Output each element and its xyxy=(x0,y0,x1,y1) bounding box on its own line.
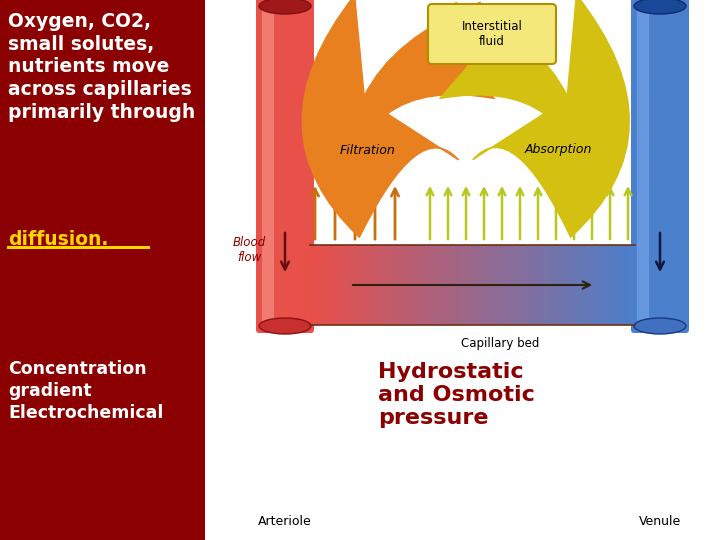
FancyBboxPatch shape xyxy=(262,7,274,323)
Bar xyxy=(354,245,359,325)
Bar xyxy=(543,245,549,325)
Bar xyxy=(532,245,538,325)
Bar xyxy=(321,245,326,325)
Bar xyxy=(408,245,413,325)
Bar xyxy=(413,245,418,325)
Bar xyxy=(326,245,332,325)
Bar xyxy=(613,245,618,325)
Bar xyxy=(467,245,472,325)
Bar xyxy=(429,245,435,325)
Bar xyxy=(386,245,391,325)
Bar xyxy=(549,245,554,325)
Bar xyxy=(435,245,440,325)
Bar xyxy=(516,245,521,325)
Bar xyxy=(526,245,532,325)
Bar xyxy=(603,245,608,325)
Bar xyxy=(575,245,581,325)
Text: Oxygen, CO2,
small solutes,
nutrients move
across capillaries
primarily through: Oxygen, CO2, small solutes, nutrients mo… xyxy=(8,12,195,122)
Text: Venule: Venule xyxy=(639,515,681,528)
FancyBboxPatch shape xyxy=(428,4,556,64)
Bar xyxy=(581,245,586,325)
Bar xyxy=(505,245,510,325)
Ellipse shape xyxy=(259,0,311,14)
Bar xyxy=(359,245,364,325)
Bar xyxy=(500,245,505,325)
Bar xyxy=(618,245,624,325)
Bar xyxy=(494,245,500,325)
Bar xyxy=(538,245,543,325)
Bar xyxy=(592,245,597,325)
Bar xyxy=(315,245,321,325)
Text: Absorption: Absorption xyxy=(524,144,592,157)
Bar xyxy=(337,245,343,325)
Ellipse shape xyxy=(634,318,686,334)
Bar xyxy=(424,245,429,325)
Ellipse shape xyxy=(634,0,686,14)
Bar xyxy=(348,245,354,325)
Bar xyxy=(375,245,380,325)
Ellipse shape xyxy=(259,318,311,334)
Bar xyxy=(0,0,205,540)
Text: Blood
flow: Blood flow xyxy=(233,236,266,264)
Bar xyxy=(586,245,592,325)
Bar xyxy=(456,245,462,325)
Bar xyxy=(418,245,424,325)
Bar xyxy=(332,245,337,325)
Bar xyxy=(629,245,635,325)
Text: Filtration: Filtration xyxy=(340,144,396,157)
Bar xyxy=(343,245,348,325)
Text: diffusion.: diffusion. xyxy=(8,230,109,249)
Text: Concentration
gradient
Electrochemical: Concentration gradient Electrochemical xyxy=(8,360,163,422)
Bar xyxy=(462,245,467,325)
Bar xyxy=(391,245,397,325)
Bar xyxy=(369,245,375,325)
Bar xyxy=(451,245,456,325)
Bar xyxy=(559,245,564,325)
Bar xyxy=(446,245,451,325)
FancyBboxPatch shape xyxy=(637,7,649,323)
FancyBboxPatch shape xyxy=(256,0,314,333)
Bar xyxy=(624,245,629,325)
Bar xyxy=(521,245,526,325)
Bar xyxy=(364,245,369,325)
Bar xyxy=(483,245,489,325)
Bar xyxy=(440,245,446,325)
FancyBboxPatch shape xyxy=(631,0,689,333)
Bar xyxy=(564,245,570,325)
Text: Arteriole: Arteriole xyxy=(258,515,312,528)
Bar xyxy=(310,245,315,325)
Text: Capillary bed: Capillary bed xyxy=(461,337,539,350)
Bar xyxy=(402,245,408,325)
Bar xyxy=(472,245,478,325)
Bar xyxy=(554,245,559,325)
Bar xyxy=(380,245,386,325)
Bar xyxy=(489,245,494,325)
Text: Hydrostatic
and Osmotic
pressure: Hydrostatic and Osmotic pressure xyxy=(378,362,535,428)
Bar xyxy=(510,245,516,325)
Text: Interstitial
fluid: Interstitial fluid xyxy=(462,20,523,48)
Bar xyxy=(597,245,603,325)
Bar xyxy=(478,245,483,325)
Bar xyxy=(570,245,575,325)
Bar xyxy=(397,245,402,325)
Bar xyxy=(608,245,613,325)
